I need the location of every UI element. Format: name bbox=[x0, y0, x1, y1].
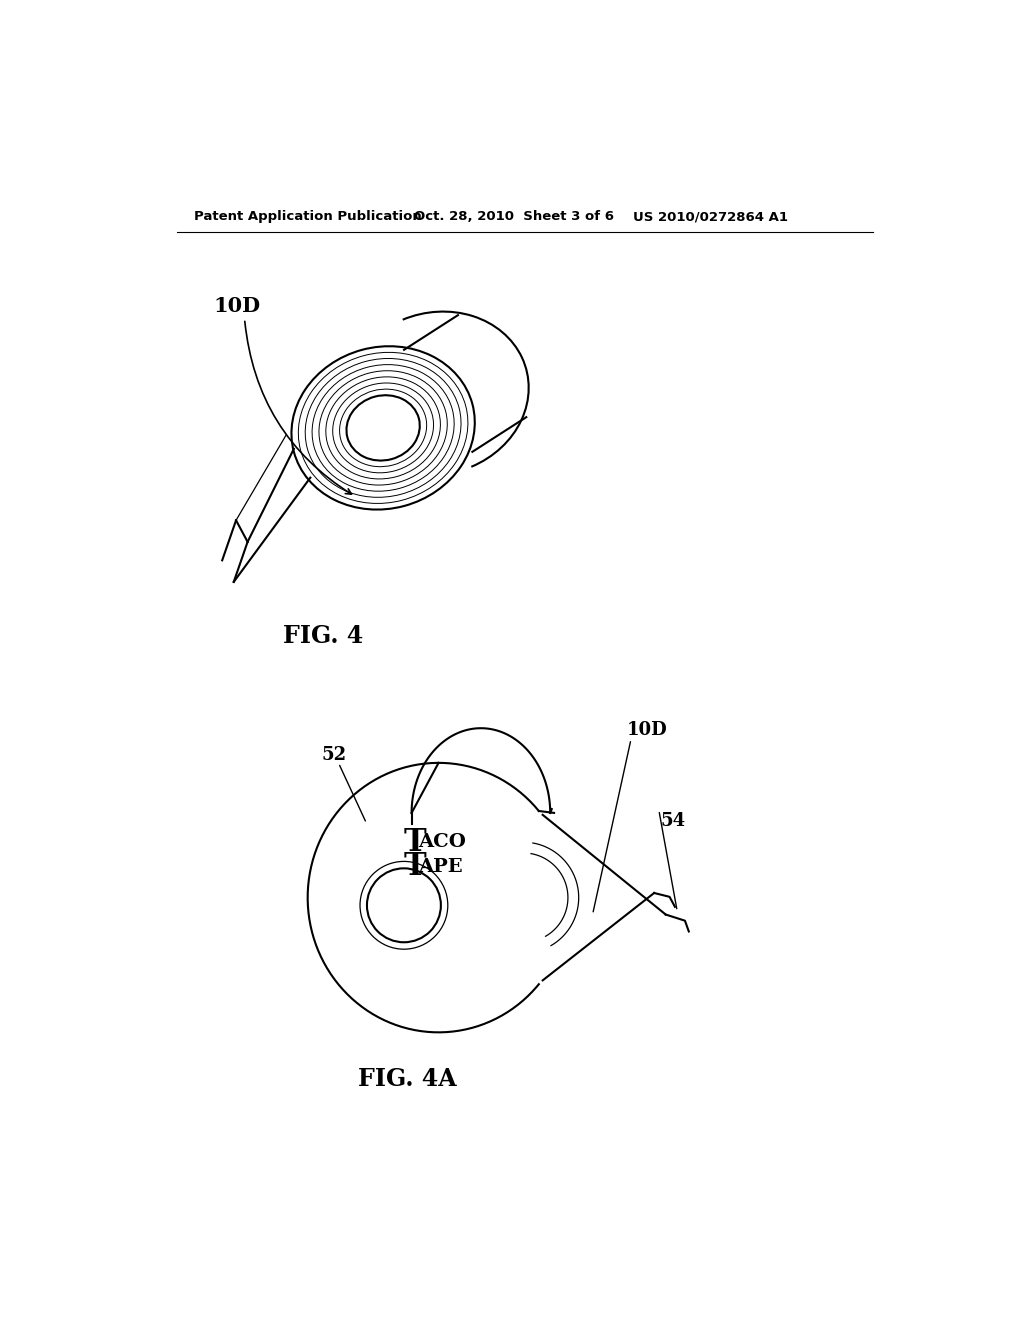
Text: Patent Application Publication: Patent Application Publication bbox=[195, 210, 422, 223]
Text: US 2010/0272864 A1: US 2010/0272864 A1 bbox=[633, 210, 787, 223]
Text: T: T bbox=[403, 826, 427, 858]
Text: FIG. 4A: FIG. 4A bbox=[358, 1067, 457, 1090]
Text: 10D: 10D bbox=[214, 296, 261, 317]
Text: APE: APE bbox=[418, 858, 463, 875]
Text: FIG. 4: FIG. 4 bbox=[283, 624, 364, 648]
Text: 54: 54 bbox=[660, 812, 685, 829]
Text: 52: 52 bbox=[322, 746, 347, 764]
Text: 10D: 10D bbox=[628, 721, 668, 739]
Text: Oct. 28, 2010  Sheet 3 of 6: Oct. 28, 2010 Sheet 3 of 6 bbox=[414, 210, 614, 223]
Text: T: T bbox=[403, 851, 427, 882]
Text: ACO: ACO bbox=[418, 833, 466, 851]
